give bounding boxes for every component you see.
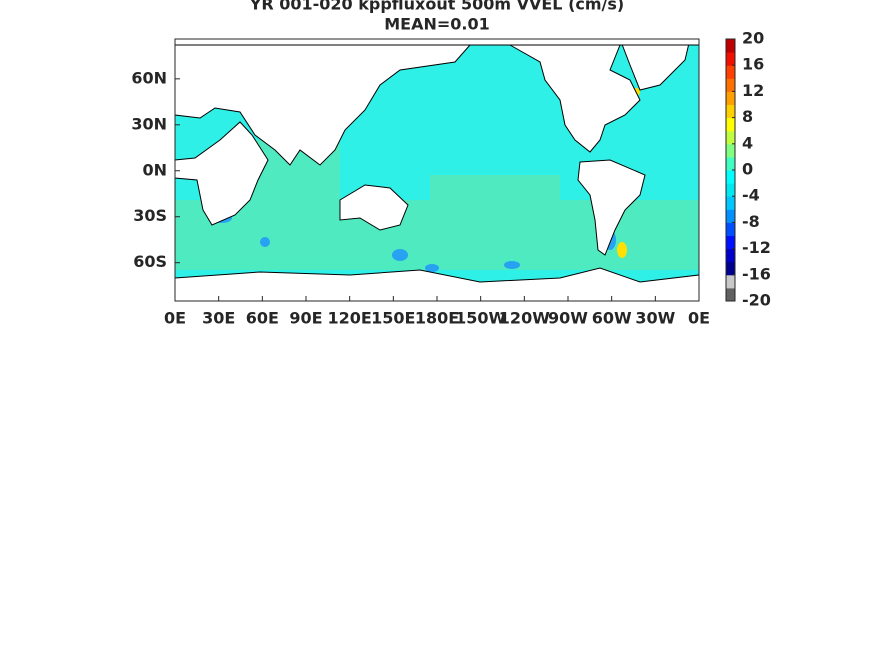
colorbar-segment xyxy=(726,52,735,66)
x-tick-label: 30E xyxy=(202,309,235,328)
colorbar-segment xyxy=(726,130,735,145)
colorbar-segment xyxy=(726,156,735,171)
y-tick-label: 30N xyxy=(131,114,167,133)
x-tick-label: 60E xyxy=(246,309,279,328)
colorbar-tick-label: 16 xyxy=(742,55,764,74)
x-tick-label: 180E xyxy=(415,309,459,328)
colorbar-segment xyxy=(726,170,735,184)
colorbar-segment xyxy=(726,65,735,79)
colorbar-tick-label: 8 xyxy=(742,107,753,126)
x-tick-label: 0E xyxy=(688,309,710,328)
x-tick-label: 150E xyxy=(371,309,415,328)
colorbar-tick-label: -12 xyxy=(742,238,771,257)
colorbar-segment xyxy=(726,78,735,92)
colorbar-tick-label: -20 xyxy=(742,291,771,310)
map xyxy=(174,38,700,302)
colorbar-segment xyxy=(726,261,735,276)
colorbar-segment xyxy=(726,117,735,132)
colorbar-segment xyxy=(726,183,735,197)
y-tick-label: 0N xyxy=(142,160,167,179)
x-tick-label: 0E xyxy=(164,309,186,328)
colorbar-segment xyxy=(726,143,735,158)
y-tick-label: 60N xyxy=(131,68,167,87)
colorbar-tick-label: 0 xyxy=(742,160,753,179)
x-tick-label: 30W xyxy=(635,309,675,328)
x-tick-label: 150W xyxy=(455,309,506,328)
x-tick-label: 120W xyxy=(499,309,550,328)
colorbar-tick-label: 4 xyxy=(742,133,753,152)
x-tick-label: 120E xyxy=(328,309,372,328)
colorbar-tick-label: -16 xyxy=(742,264,771,283)
colorbar-segment xyxy=(726,39,735,53)
x-tick-label: 60W xyxy=(592,309,632,328)
x-tick-label: 90W xyxy=(548,309,588,328)
colorbar-segment xyxy=(726,235,735,250)
colorbar-tick-label: 20 xyxy=(742,29,764,48)
colorbar-segment xyxy=(726,287,735,302)
colorbar-segment xyxy=(726,104,735,119)
title: YR 001-020 kppfluxout 500m VVEL (cm/s) xyxy=(249,0,624,14)
colorbar-segment xyxy=(726,248,735,263)
y-tick-label: 30S xyxy=(133,206,167,225)
y-tick-label: 60S xyxy=(133,252,167,271)
colorbar-segment xyxy=(726,91,735,105)
x-tick-label: 90E xyxy=(289,309,322,328)
subtitle: MEAN=0.01 xyxy=(384,15,490,34)
colorbar-segment xyxy=(726,222,735,236)
colorbar-tick-label: 12 xyxy=(742,81,764,100)
colorbar-segment xyxy=(726,209,735,223)
colorbar-segment xyxy=(726,196,735,210)
land xyxy=(174,38,700,302)
colorbar-segment xyxy=(726,274,735,289)
colorbar-tick-label: -4 xyxy=(742,186,760,205)
colorbar-tick-label: -8 xyxy=(742,212,760,231)
